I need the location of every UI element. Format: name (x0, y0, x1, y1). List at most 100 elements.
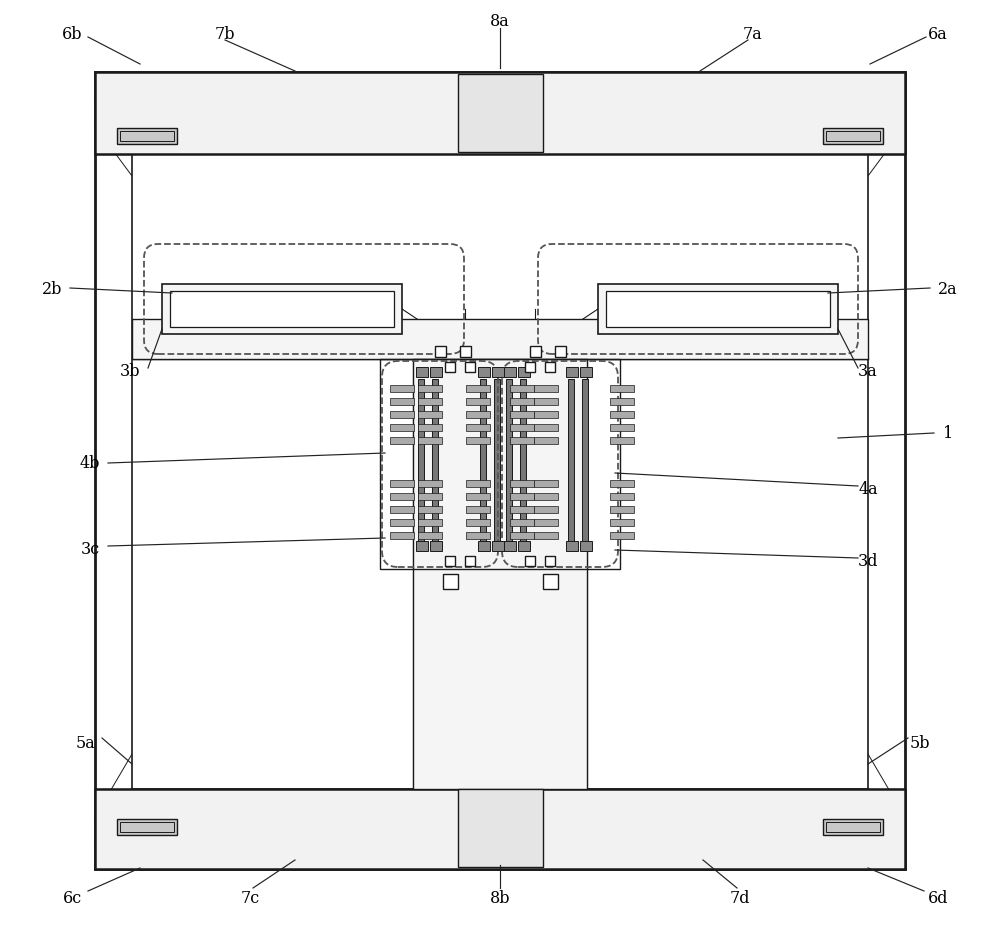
Bar (95, 73, 905, 869)
Bar (390, 398, 414, 406)
Bar (610, 386, 634, 393)
Bar (418, 533, 442, 539)
Bar (534, 481, 558, 487)
Bar (380, 360, 620, 570)
Bar (466, 411, 490, 419)
Bar (418, 494, 442, 500)
Text: 7d: 7d (730, 890, 750, 907)
Bar (518, 541, 530, 551)
Text: 7a: 7a (742, 25, 762, 43)
Bar (120, 822, 174, 832)
Text: 7c: 7c (240, 890, 260, 907)
Bar (478, 367, 490, 378)
Bar (418, 398, 442, 406)
Text: 7b: 7b (215, 25, 235, 43)
Bar (610, 411, 634, 419)
Bar (117, 129, 177, 145)
Bar (610, 507, 634, 513)
Bar (445, 557, 455, 566)
Bar (418, 411, 442, 419)
Bar (480, 380, 486, 545)
Text: 5b: 5b (910, 735, 930, 752)
Bar (534, 437, 558, 445)
Bar (580, 367, 592, 378)
Text: 6a: 6a (928, 25, 948, 43)
Bar (465, 557, 475, 566)
Bar (460, 346, 471, 357)
Bar (568, 380, 574, 545)
Bar (445, 363, 455, 373)
Bar (610, 398, 634, 406)
Bar (525, 363, 535, 373)
Text: 3d: 3d (858, 552, 878, 569)
Bar (606, 291, 830, 328)
Bar (610, 424, 634, 432)
Bar (566, 367, 578, 378)
Bar (510, 520, 534, 526)
Bar (466, 481, 490, 487)
Bar (534, 386, 558, 393)
Bar (823, 129, 883, 145)
Text: 3a: 3a (858, 362, 878, 380)
Bar (465, 363, 475, 373)
Bar (534, 424, 558, 432)
Bar (390, 481, 414, 487)
Text: 4b: 4b (80, 455, 100, 472)
Bar (95, 73, 905, 155)
Bar (510, 481, 534, 487)
Bar (554, 346, 566, 357)
Bar (466, 494, 490, 500)
Bar (582, 380, 588, 545)
Text: 4a: 4a (858, 480, 878, 497)
Bar (518, 367, 530, 378)
Bar (466, 507, 490, 513)
Bar (510, 398, 534, 406)
Text: 1: 1 (943, 425, 953, 442)
Bar (443, 574, 458, 589)
Bar (525, 557, 535, 566)
Bar (466, 533, 490, 539)
Bar (418, 520, 442, 526)
Bar (610, 520, 634, 526)
Bar (510, 411, 534, 419)
Bar (530, 346, 540, 357)
Bar (545, 363, 555, 373)
Bar (492, 367, 504, 378)
Bar (432, 380, 438, 545)
Bar (418, 437, 442, 445)
Bar (610, 494, 634, 500)
Bar (494, 380, 500, 545)
Bar (510, 386, 534, 393)
Bar (598, 285, 838, 335)
Bar (390, 437, 414, 445)
Bar (418, 507, 442, 513)
Bar (390, 386, 414, 393)
Text: 3b: 3b (120, 362, 140, 380)
Bar (390, 424, 414, 432)
Bar (430, 541, 442, 551)
Text: 2b: 2b (42, 280, 62, 297)
Bar (466, 386, 490, 393)
Bar (117, 819, 177, 835)
Bar (120, 132, 174, 142)
Bar (534, 398, 558, 406)
Text: 8a: 8a (490, 12, 510, 30)
Bar (458, 789, 543, 867)
Bar (162, 285, 402, 335)
Bar (504, 367, 516, 378)
Bar (418, 386, 442, 393)
Bar (510, 507, 534, 513)
Bar (826, 132, 880, 142)
Bar (430, 367, 442, 378)
Bar (478, 541, 490, 551)
Bar (510, 424, 534, 432)
Bar (390, 533, 414, 539)
Bar (418, 481, 442, 487)
Bar (534, 520, 558, 526)
Bar (580, 541, 592, 551)
Bar (504, 541, 516, 551)
Bar (416, 541, 428, 551)
Bar (534, 494, 558, 500)
Text: 8b: 8b (490, 890, 510, 907)
Bar (466, 424, 490, 432)
